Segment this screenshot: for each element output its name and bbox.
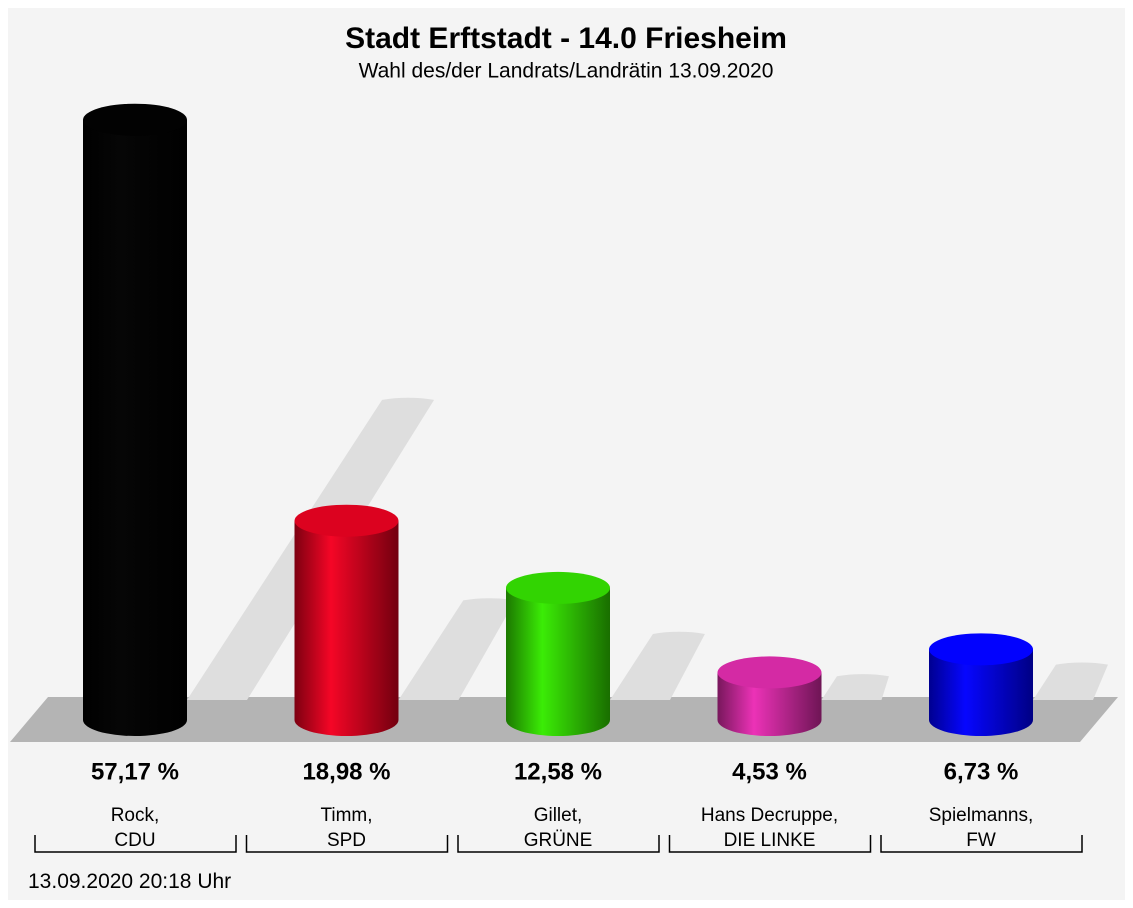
- bar-top: [506, 571, 610, 604]
- bar-shadow: [821, 674, 889, 700]
- value-label: 57,17 %: [91, 758, 179, 785]
- bar-top: [83, 103, 187, 136]
- chart-title: Stadt Erftstadt - 14.0 Friesheim: [345, 22, 787, 55]
- chart-subtitle: Wahl des/der Landrats/Landrätin 13.09.20…: [359, 60, 774, 83]
- value-label: 6,73 %: [944, 758, 1019, 785]
- bar-top: [717, 656, 822, 689]
- x-tick-label: Gillet, GRÜNE: [523, 805, 593, 851]
- background: [8, 8, 1125, 900]
- x-tick-label: Hans Decruppe, DIE LINKE: [700, 805, 839, 851]
- x-tick-label: Rock, CDU: [110, 805, 160, 851]
- value-label: 4,53 %: [732, 758, 807, 785]
- x-tick-label: Spielmanns, FW: [928, 805, 1034, 851]
- bar: [83, 119, 187, 737]
- bar: [294, 520, 399, 736]
- bar-top: [929, 633, 1033, 666]
- bar-shadow: [1033, 662, 1108, 700]
- bar: [717, 672, 822, 736]
- category-bracket: [34, 835, 237, 853]
- bar-top: [294, 504, 399, 537]
- category-bracket: [880, 835, 1083, 853]
- value-label: 18,98 %: [302, 758, 390, 785]
- bar-shadow: [398, 598, 516, 700]
- x-tick-label: Timm, SPD: [320, 805, 373, 851]
- category-bracket: [457, 835, 660, 853]
- value-label: 12,58 %: [514, 758, 602, 785]
- category-bracket: [245, 835, 449, 853]
- footnote: 13.09.2020 20:18 Uhr: [28, 870, 232, 893]
- category-bracket: [668, 835, 872, 853]
- bar: [506, 587, 610, 736]
- bar: [929, 649, 1033, 736]
- bar-shadow: [610, 631, 705, 700]
